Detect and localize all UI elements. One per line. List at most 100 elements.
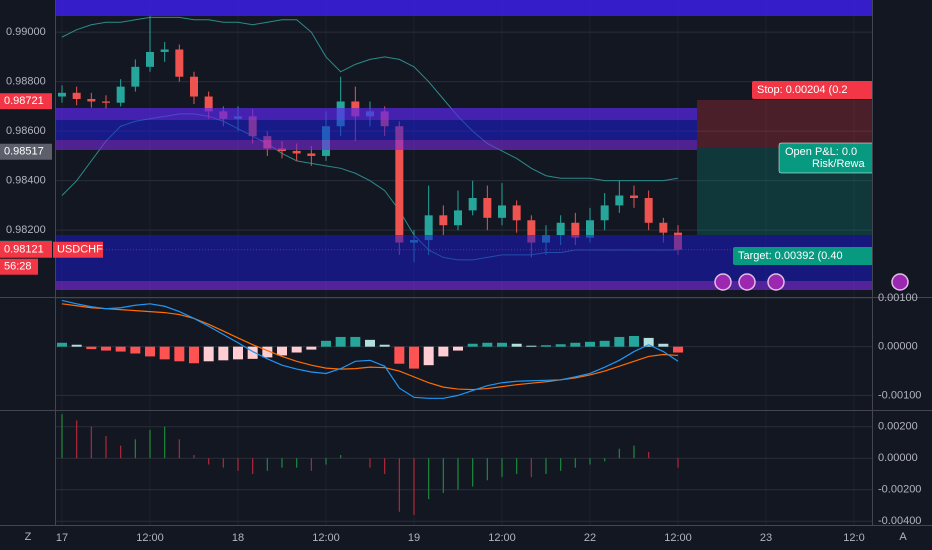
event-icon[interactable] [891,273,909,291]
x-tick-label: 23 [760,532,772,544]
y-tick-label: 0.98200 [6,224,46,236]
stop-label: Stop: 0.00204 (0.2 [757,84,848,96]
x-tick-label: 12:00 [136,532,164,544]
candle-body [586,220,594,238]
candle-body [146,51,154,67]
candle-body [512,205,521,221]
histogram-bar [203,346,214,362]
histogram-bar [130,346,141,354]
x-tick-label: 22 [584,532,596,544]
candle-body [190,76,198,97]
histogram-bar [570,342,581,347]
y-tick-label: 0.99000 [6,26,46,38]
symbol-label: USDCHF [57,244,103,256]
band-line [61,16,679,182]
y-tick-label: -0.00100 [878,389,921,401]
y-tick-label: 0.00000 [878,341,918,353]
histogram-bar [321,340,331,347]
candle-body [454,210,462,226]
histogram-bar [453,346,463,351]
histogram-bar [614,336,625,347]
candle-body [292,150,301,154]
auto-button[interactable]: A [899,531,907,543]
histogram-bar [423,346,434,366]
histogram-bar [218,346,229,361]
candle-body [395,126,404,243]
symbol-tag [53,241,103,258]
open-pl-label: Open P&L: 0.0 [785,146,857,158]
candle-body [131,66,140,87]
candle-body [72,92,81,99]
histogram-bar [115,346,126,352]
histogram-bar [526,345,537,347]
x-tick-label: 18 [232,532,244,544]
candle-body [439,215,448,226]
histogram-bar [409,346,419,369]
y-tick-label: 0.00000 [878,452,918,464]
histogram-bar [247,346,258,359]
y-tick-label: 0.00100 [878,292,918,304]
y-tick-label: -0.00400 [878,515,921,527]
price-tag-label: 0.98121 [4,244,44,256]
histogram-bar [86,346,97,350]
histogram-bar [291,346,302,353]
candle-body [307,153,316,156]
candle-body [615,195,624,206]
zone [55,281,872,290]
histogram-bar [643,337,654,347]
candle-body [87,99,96,102]
zone [55,140,697,150]
drawings: Stop: 0.00204 (0.2 Open P&L: 0.0 Risk/Re… [55,0,872,291]
zone [55,108,697,120]
histogram-bar [555,344,566,347]
y-tick-label: 0.98400 [6,175,46,187]
candle-body [483,198,492,218]
histogram-bar [629,335,639,347]
histogram-bar [365,339,375,347]
countdown-tag [0,258,38,275]
histogram-bar [57,342,67,347]
histogram-bar [159,346,170,360]
price-tag [0,93,52,110]
macd-line [61,299,679,399]
countdown-label: 56:28 [4,261,32,273]
zone [55,0,872,16]
zone [55,120,697,140]
x-tick-label: 12:0 [843,532,864,544]
x-tick-label: 12:00 [488,532,516,544]
histogram-bar [101,346,111,351]
histogram-bar [585,341,595,347]
candle-body [644,198,653,223]
price-tag-label: 0.98721 [4,95,44,107]
risk-reward-label: Risk/Rewa [812,158,865,170]
scale-button[interactable]: Z [25,531,32,543]
event-icon[interactable] [714,273,732,291]
candle-body [116,86,125,103]
histogram-bar [511,343,522,347]
candle-body [630,195,638,198]
candle-body [527,220,536,243]
histogram-bar [350,336,361,347]
pl-label-bg [778,142,872,174]
candle-body [160,49,169,52]
histogram-bar [394,346,405,364]
stop-label-bg [752,81,872,99]
histogram-bar [482,342,493,347]
y-tick-label: 0.98800 [6,76,46,88]
price-tag [0,143,52,160]
candle-body [659,222,668,233]
histogram-bar [599,340,610,347]
candle-body [204,96,213,112]
histogram-bar [262,346,273,358]
event-icon[interactable] [738,273,756,291]
histogram-bar [673,346,683,353]
candle-body [58,92,66,97]
event-icon[interactable] [767,273,785,291]
x-tick-label: 19 [408,532,420,544]
y-tick-label: 0.98600 [6,125,46,137]
labels: 17 12:00 18 12:00 19 12:00 22 12:00 23 12:0 0.9900… [0,26,921,544]
x-tick-label: 17 [56,532,68,544]
histogram-bar [497,342,507,347]
histogram-bar [174,346,185,362]
